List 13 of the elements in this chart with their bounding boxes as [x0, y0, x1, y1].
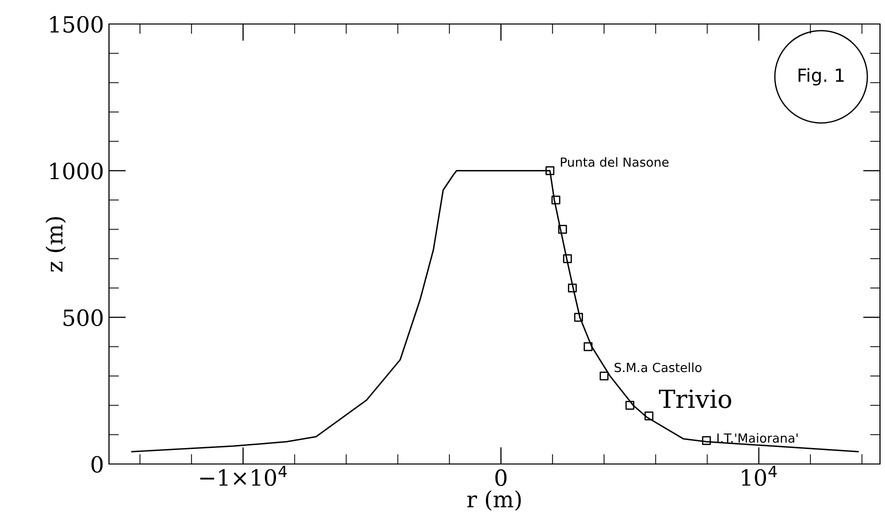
- x-axis-title: r (m): [467, 490, 521, 511]
- annotation: S.M.a Castello: [614, 362, 702, 372]
- y-tick-label: 500: [64, 309, 103, 326]
- annotation: Punta del Nasone: [560, 157, 669, 167]
- annotation: Fig. 1: [798, 68, 844, 86]
- y-axis-title: z (m): [46, 217, 66, 272]
- x-tick-label: 0: [495, 469, 507, 486]
- annotation: Trivio: [658, 390, 732, 408]
- annotation: I.T.'Maiorana': [717, 433, 798, 443]
- y-tick-label: 1000: [50, 162, 103, 180]
- x-tick-label: 10$^{4}$: [742, 466, 777, 486]
- x-tick-label: −1×10$^{4}$: [200, 466, 287, 486]
- y-tick-label: 1500: [50, 16, 103, 33]
